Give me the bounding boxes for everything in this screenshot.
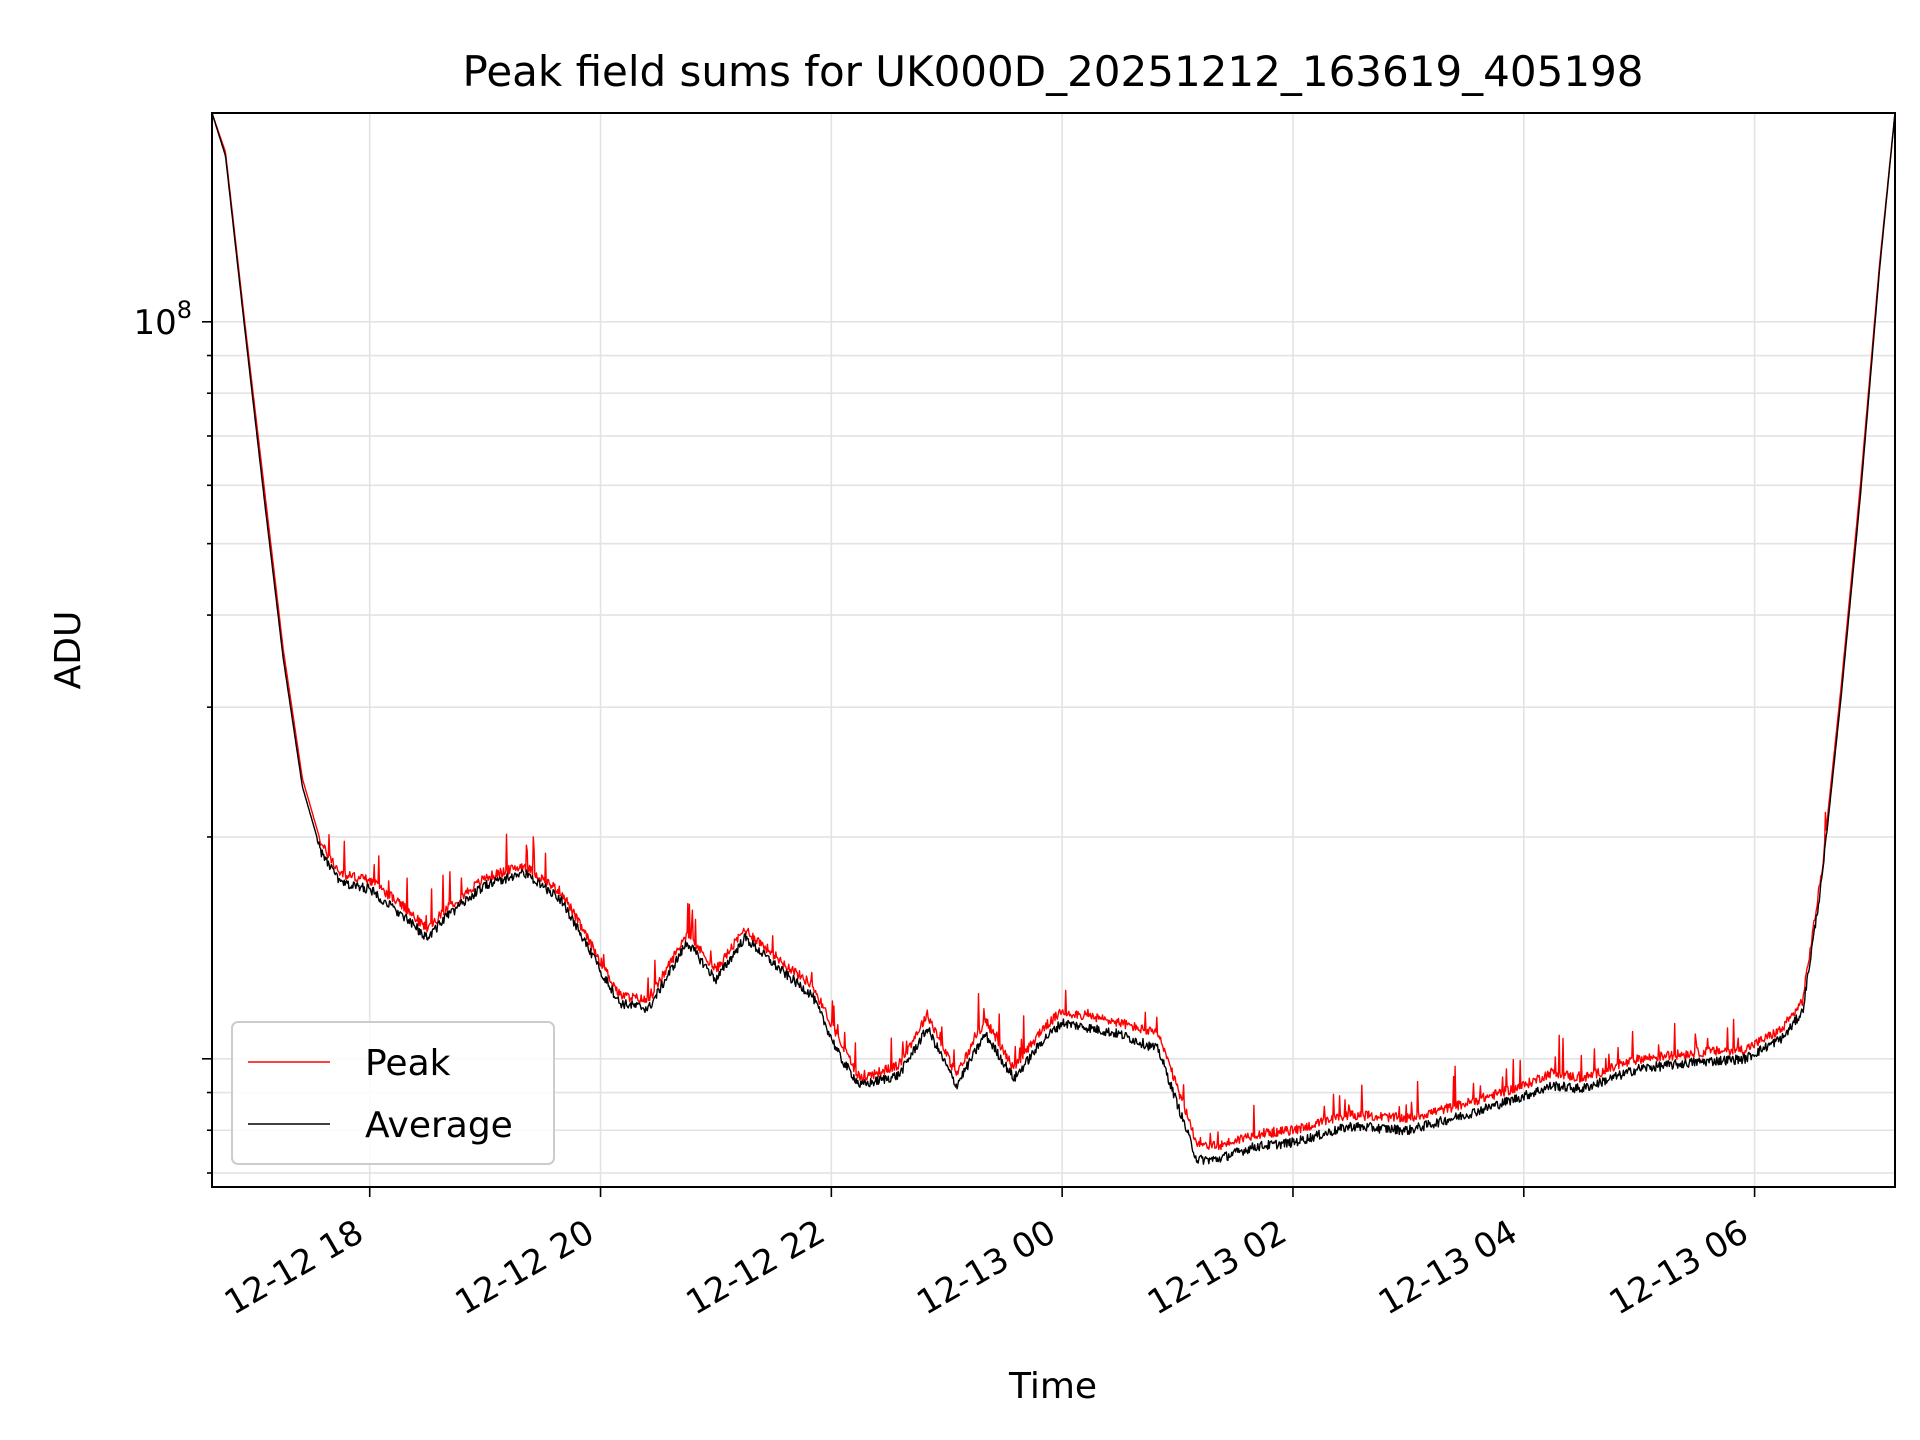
series-average — [211, 112, 1896, 1165]
legend-label-peak: Peak — [365, 1043, 451, 1084]
legend-box — [231, 1021, 555, 1165]
y-axis: 108 — [133, 296, 212, 1174]
series-line-peak — [211, 112, 1896, 1151]
series-peak — [211, 112, 1896, 1151]
series-line-average — [211, 112, 1896, 1165]
chart-title: Peak field sums for UK000D_20251212_1636… — [462, 47, 1643, 96]
plot-frame — [211, 112, 1896, 1188]
y-axis-label: ADU — [48, 611, 89, 690]
legend: Peak Average — [231, 1021, 555, 1165]
series-layer — [211, 112, 1896, 1165]
x-axis-label: Time — [1008, 1366, 1097, 1407]
legend-label-average: Average — [365, 1105, 513, 1146]
y-tick-label: 108 — [133, 296, 192, 343]
